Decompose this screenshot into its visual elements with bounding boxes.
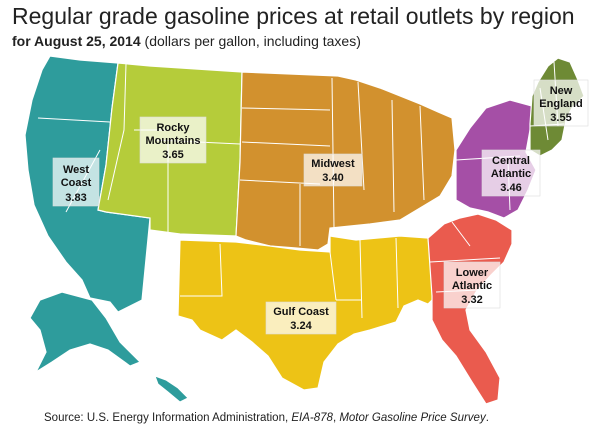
label-west-coast-line1: West: [63, 164, 89, 176]
label-midwest: Midwest 3.40: [303, 153, 363, 187]
label-rocky-value: 3.65: [162, 149, 183, 161]
label-gulf-coast: Gulf Coast 3.24: [265, 301, 337, 335]
label-gulf-line1: Gulf Coast: [273, 306, 329, 318]
label-west-coast: West Coast 3.83: [52, 157, 100, 207]
label-ne-line1: New: [550, 85, 573, 97]
label-lower-atlantic: Lower Atlantic 3.32: [443, 261, 501, 309]
source-note: Source: U.S. Energy Information Administ…: [44, 412, 489, 424]
label-ne-value: 3.55: [550, 112, 571, 124]
label-central-line1: Central: [492, 155, 530, 167]
source-prefix: Source: U.S. Energy Information Administ…: [44, 412, 289, 424]
region-lower-atlantic: [427, 213, 513, 405]
label-rocky-mountains: Rocky Mountains 3.65: [139, 116, 207, 164]
map-subtitle: for August 25, 2014 (dollars per gallon,…: [12, 33, 361, 49]
label-lower-line2: Atlantic: [452, 280, 492, 292]
label-new-england: New England 3.55: [533, 79, 589, 127]
label-west-coast-line2: Coast: [61, 177, 92, 189]
source-form: EIA-878: [291, 412, 333, 424]
source-suffix: .: [485, 412, 489, 424]
label-central-atlantic: Central Atlantic 3.46: [481, 149, 541, 197]
label-midwest-value: 3.40: [322, 172, 343, 184]
label-lower-line1: Lower: [456, 267, 489, 279]
label-gulf-value: 3.24: [290, 320, 312, 332]
source-survey: Motor Gasoline Price Survey: [339, 412, 486, 424]
subtitle-date: for August 25, 2014: [12, 33, 141, 49]
label-rocky-line2: Mountains: [146, 135, 201, 147]
label-west-coast-value: 3.83: [65, 192, 86, 204]
label-central-line2: Atlantic: [491, 168, 531, 180]
map-title: Regular grade gasoline prices at retail …: [12, 3, 575, 29]
label-midwest-line1: Midwest: [311, 158, 355, 170]
label-lower-value: 3.32: [461, 294, 482, 306]
label-ne-line2: England: [539, 98, 582, 110]
label-rocky-line1: Rocky: [156, 122, 190, 134]
subtitle-units: (dollars per gallon, including taxes): [144, 33, 361, 49]
label-central-value: 3.46: [500, 182, 521, 194]
